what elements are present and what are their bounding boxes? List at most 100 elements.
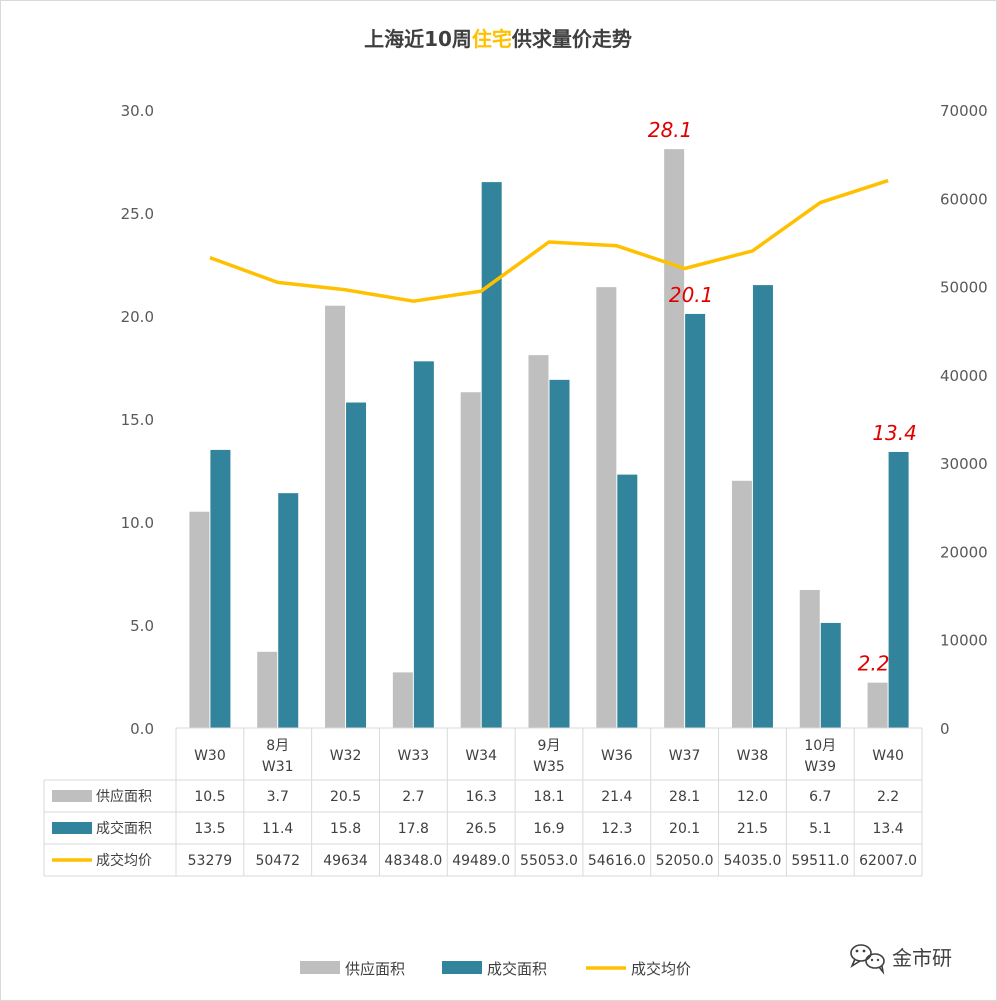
legend-label: 成交面积 (487, 960, 547, 978)
y-left-tick-label: 25.0 (121, 205, 154, 223)
chart-title: 上海近10周住宅供求量价走势 (364, 27, 632, 51)
table-cell: 2.7 (402, 789, 424, 805)
category-label: W40 (872, 748, 904, 764)
table-cell: 48348.0 (384, 853, 442, 869)
supply-bar (664, 149, 685, 728)
category-label: W37 (669, 748, 701, 764)
y-left-tick-label: 30.0 (121, 102, 154, 120)
deal-bar (820, 622, 841, 728)
category-label: W31 (262, 759, 294, 775)
y-right-tick-label: 60000 (940, 190, 988, 208)
supply-bar (799, 589, 820, 728)
category-label: 9月 (538, 738, 561, 754)
table-legend-key (52, 822, 92, 834)
watermark: 金市研 (850, 944, 952, 975)
table-cell: 52050.0 (656, 853, 714, 869)
table-cell: 54035.0 (724, 853, 782, 869)
y-left-tick-label: 20.0 (121, 308, 154, 326)
deal-bar (210, 449, 231, 728)
table-cell: 59511.0 (791, 853, 849, 869)
y-right-tick-label: 30000 (940, 455, 988, 473)
category-label: W30 (194, 748, 226, 764)
deal-bar (888, 451, 909, 728)
category-label: W38 (737, 748, 769, 764)
table-cell: 6.7 (809, 789, 831, 805)
y-right-tick-label: 20000 (940, 543, 988, 561)
table-cell: 53279 (188, 853, 233, 869)
table-row-label: 供应面积 (96, 788, 152, 805)
deal-bar (481, 182, 502, 729)
supply-bar (392, 672, 413, 728)
wechat-icon (850, 944, 885, 975)
plot-area: 0.0 5.0 10.0 15.0 20.0 25.0 30.0 0 10000 20000 300… (121, 102, 988, 738)
table-cell: 16.9 (533, 821, 564, 837)
table-cell: 26.5 (466, 821, 497, 837)
category-label: W35 (533, 759, 565, 775)
supply-bar (257, 651, 278, 728)
y-left-tick-label: 15.0 (121, 411, 154, 429)
y-left-tick-label: 0.0 (130, 720, 154, 738)
table-cell: 12.3 (601, 821, 632, 837)
deal-bar (617, 474, 638, 728)
y-right-tick-label: 70000 (940, 102, 988, 120)
category-label: 8月 (266, 738, 289, 754)
table-cell: 3.7 (267, 789, 289, 805)
legend-key-supply (300, 961, 340, 974)
title-suffix: 供求量价走势 (511, 27, 632, 51)
table-cell: 5.1 (809, 821, 831, 837)
table-cell: 20.5 (330, 789, 361, 805)
table-cell: 2.2 (877, 789, 899, 805)
legend-label: 成交均价 (631, 960, 691, 978)
table-cell: 15.8 (330, 821, 361, 837)
table-cell: 28.1 (669, 789, 700, 805)
table-cell: 18.1 (533, 789, 564, 805)
deal-bar (346, 402, 367, 728)
deal-bar (549, 379, 570, 728)
y-left-tick-label: 5.0 (130, 617, 154, 635)
data-annotation: 20.1 (669, 283, 714, 307)
watermark-text: 金市研 (892, 946, 952, 970)
category-label: W39 (804, 759, 836, 775)
y-right-tick-label: 10000 (940, 632, 988, 650)
table-cell: 49489.0 (452, 853, 510, 869)
legend-key-deal (442, 961, 482, 974)
supply-bar (528, 355, 549, 728)
supply-bar (460, 392, 481, 728)
legend: 供应面积 成交面积 成交均价 (300, 960, 691, 978)
category-label: W34 (465, 748, 497, 764)
category-label: W33 (398, 748, 430, 764)
supply-bar (731, 480, 752, 728)
table-cell: 21.5 (737, 821, 768, 837)
y-right-tick-label: 50000 (940, 279, 988, 297)
legend-label: 供应面积 (345, 960, 405, 978)
data-annotation: 2.2 (858, 652, 890, 676)
title-highlight: 住宅 (472, 27, 512, 51)
deal-bar (685, 313, 706, 728)
deal-bar (278, 493, 299, 728)
category-label: W36 (601, 748, 633, 764)
table-cell: 62007.0 (859, 853, 917, 869)
table-cell: 21.4 (601, 789, 632, 805)
deal-bar (752, 285, 773, 728)
supply-bar (325, 305, 346, 728)
table-cell: 16.3 (466, 789, 497, 805)
table-cell: 50472 (255, 853, 300, 869)
data-table: W30 8月 W31 W32 W33 W34 9月 W35 W36 W37 W38 10月 W39 W40… (43, 727, 923, 877)
y-right-tick-label: 40000 (940, 367, 988, 385)
price-line (209, 178, 889, 303)
table-cell: 55053.0 (520, 853, 578, 869)
table-cell: 12.0 (737, 789, 768, 805)
table-row-label: 成交均价 (96, 852, 152, 869)
category-label: 10月 (804, 738, 836, 754)
title-prefix: 上海近10周 (364, 27, 472, 51)
table-cell: 49634 (323, 853, 368, 869)
table-cell: 20.1 (669, 821, 700, 837)
data-annotation: 28.1 (648, 118, 693, 142)
y-right-tick-label: 0 (940, 720, 950, 738)
table-cell: 17.8 (398, 821, 429, 837)
deal-bar (413, 361, 434, 728)
table-cell: 54616.0 (588, 853, 646, 869)
supply-bar (189, 511, 210, 728)
table-cell: 13.4 (873, 821, 904, 837)
